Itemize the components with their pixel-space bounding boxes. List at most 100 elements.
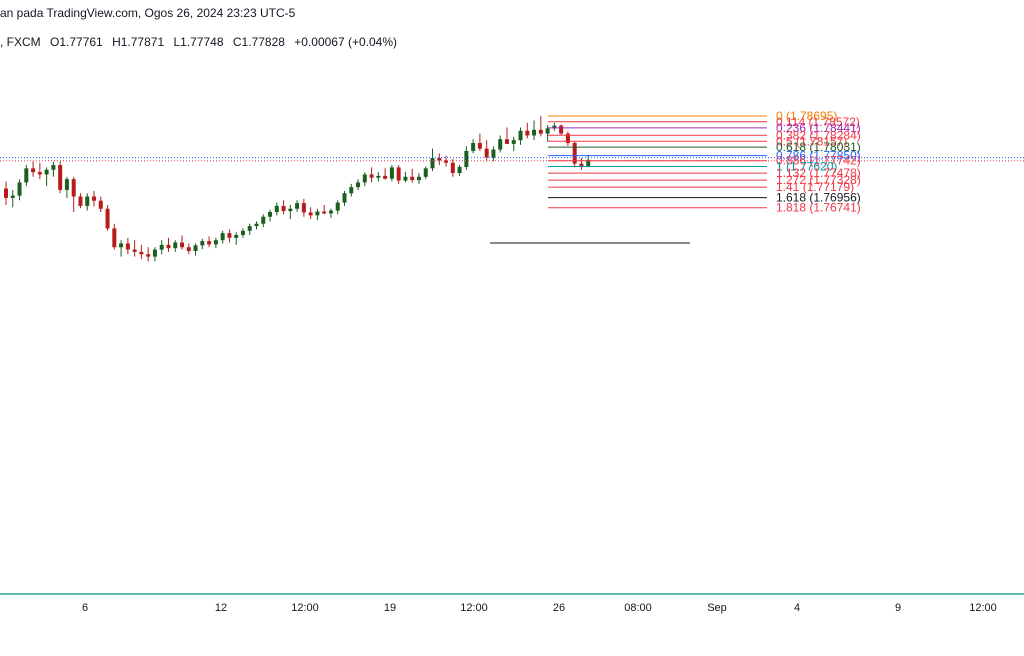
candle: [532, 120, 537, 141]
fib-level[interactable]: 1.272 (1.77328): [548, 173, 861, 187]
candle: [261, 214, 266, 228]
candle: [240, 228, 245, 238]
candle: [159, 240, 164, 255]
candle: [166, 237, 171, 252]
fib-level-label: 1.818 (1.76741): [776, 201, 861, 215]
fib-level-label: 0.114 (1.78572): [776, 115, 860, 129]
fib-level[interactable]: 1.41 (1.77179): [548, 180, 854, 194]
candle: [44, 167, 49, 187]
candle: [119, 240, 124, 257]
chart-attribution: an pada TradingView.com, Ogos 26, 2024 2…: [0, 6, 295, 20]
candle: [207, 236, 212, 248]
fib-level-label: 0.236 (1.78441): [776, 121, 861, 135]
ohlc-open: O1.77761: [50, 35, 103, 49]
time-axis-tick-label: 12:00: [291, 602, 319, 614]
fib-level[interactable]: 0.236 (1.78441): [548, 121, 861, 135]
time-axis-tick-label: 12:00: [969, 602, 997, 614]
candle: [504, 127, 509, 144]
fib-level[interactable]: 0.382 (1.78284): [548, 128, 861, 142]
fib-level-label: 0.382 (1.78284): [776, 128, 861, 142]
candle: [186, 243, 191, 255]
candle: [254, 221, 259, 230]
candle: [450, 158, 455, 177]
fibonacci-retracement[interactable]: 0 (1.78695)0.114 (1.78572)0.236 (1.78441…: [490, 109, 861, 244]
candle: [572, 141, 577, 168]
fib-level-label: 1 (1.77620): [776, 159, 837, 173]
fib-level-label: 0.618 (1.78031): [776, 140, 861, 154]
ohlc-low: L1.77748: [173, 35, 224, 49]
time-axis[interactable]: 6 12 12:00 19 12:00 26 08:00 Sep 4 9 12:00: [0, 593, 1024, 614]
candle: [10, 189, 15, 208]
candle: [51, 161, 56, 177]
candle: [234, 232, 239, 245]
candle: [152, 247, 157, 262]
candle: [437, 153, 442, 166]
fib-level[interactable]: 0.114 (1.78572): [548, 115, 860, 129]
candle: [565, 131, 570, 146]
candle: [342, 190, 347, 206]
fib-level[interactable]: 1 (1.77620): [548, 159, 837, 173]
candle: [525, 122, 530, 139]
candle: [288, 204, 293, 220]
candles-layer: [4, 115, 591, 262]
candle: [545, 125, 550, 142]
fib-level[interactable]: 0.786 (1.77850): [548, 149, 861, 163]
candle: [274, 202, 279, 216]
candle: [112, 223, 117, 250]
candle: [518, 127, 523, 145]
fib-level[interactable]: 1.618 (1.76956): [548, 191, 861, 205]
candle: [227, 229, 232, 243]
candle: [457, 165, 462, 176]
candle: [247, 223, 252, 236]
fib-level-label: 1.618 (1.76956): [776, 191, 861, 205]
candle: [315, 208, 320, 220]
candle: [71, 176, 76, 213]
time-axis-tick-label: 08:00: [624, 602, 652, 614]
ohlc-change: +0.00067 (+0.04%): [294, 35, 398, 49]
fib-level-label: 0 (1.78695): [776, 109, 837, 123]
candle: [132, 240, 137, 257]
candle: [335, 200, 340, 215]
candle: [105, 204, 110, 231]
candle: [471, 139, 476, 154]
candle: [559, 124, 564, 136]
candle: [180, 235, 185, 250]
ohlc-close: C1.77828: [232, 35, 285, 49]
candle: [369, 167, 374, 183]
candle: [322, 204, 327, 215]
candle: [423, 166, 428, 180]
candle: [58, 161, 63, 194]
candle: [430, 148, 435, 172]
candle: [349, 183, 354, 197]
candle: [410, 168, 415, 183]
candle: [220, 230, 225, 244]
attribution-text: an pada TradingView.com, Ogos 26, 2024 2…: [0, 6, 296, 20]
fib-level-label: 1.41 (1.77179): [776, 180, 854, 194]
candle: [464, 146, 469, 170]
candle: [92, 190, 97, 207]
fib-level[interactable]: 0 (1.78695): [548, 109, 837, 123]
fib-level[interactable]: 1.818 (1.76741): [548, 201, 861, 215]
time-axis-tick-label: 26: [553, 602, 565, 614]
candle: [301, 198, 306, 217]
time-axis-tick-label: Sep: [707, 602, 727, 614]
candle: [78, 193, 83, 209]
candle: [37, 162, 42, 180]
candle: [328, 208, 333, 219]
candle: [477, 133, 482, 151]
candle: [376, 172, 381, 182]
fib-level[interactable]: 0.5 (1.78157): [548, 134, 847, 148]
candle: [268, 209, 273, 222]
candle: [403, 172, 408, 183]
time-axis-tick-label: 9: [895, 602, 901, 614]
candle: [383, 168, 388, 180]
candle: [213, 237, 218, 249]
candle: [200, 238, 205, 250]
fib-level-label: 0.5 (1.78157): [776, 134, 847, 148]
candle: [17, 179, 22, 201]
candle: [389, 165, 394, 182]
fib-level[interactable]: 0.618 (1.78031): [548, 140, 861, 154]
candle: [356, 179, 361, 190]
fib-level[interactable]: 1.132 (1.77478): [548, 166, 861, 180]
